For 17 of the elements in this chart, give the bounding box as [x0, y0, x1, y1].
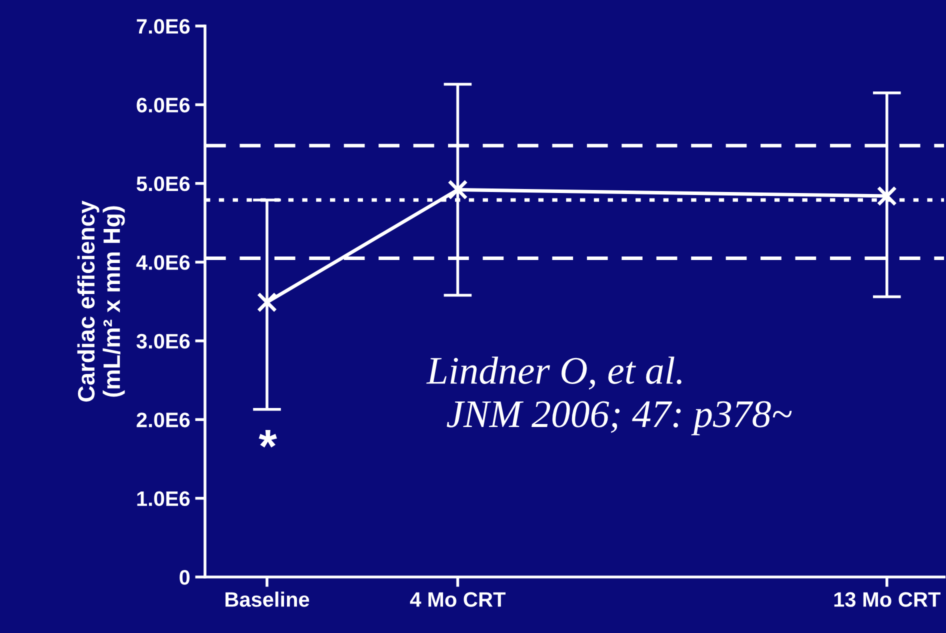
y-axis-title: Cardiac efficiency (mL/m² x mm Hg): [77, 200, 125, 402]
y-tick-label: 1.0E6: [137, 491, 190, 506]
annotation: Lindner O, et al. JNM 2006; 47: p378~: [426, 356, 792, 436]
x-tick-label: Baseline: [226, 592, 310, 607]
y-tick-label: 7.0E6: [136, 19, 190, 34]
x-tick-label: 13 Mo CRT: [834, 592, 940, 607]
y-tick-label: 6.0E6: [136, 98, 190, 112]
y-tick-label: 5.0E6: [136, 176, 190, 192]
y-tick-label: 3.0E6: [136, 334, 190, 349]
point: [256, 292, 278, 312]
x-tick-label: 4 Mo CRT: [410, 592, 506, 607]
annotation: *: [258, 430, 277, 448]
y-tick-label: 4.0E6: [136, 255, 190, 270]
y-tick-label: 0: [180, 570, 190, 585]
point: [876, 186, 897, 206]
y-tick-label: 2.0E6: [136, 412, 190, 428]
point: [448, 180, 468, 200]
